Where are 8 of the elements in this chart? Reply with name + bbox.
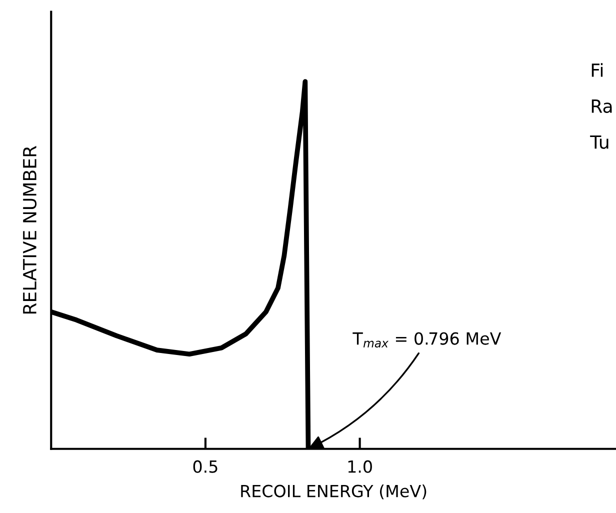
annotation: T$_{max}$ = 0.796 MeV <box>352 332 502 348</box>
y-axis-title: RELATIVE NUMBER <box>23 146 37 314</box>
text: Fi <box>592 63 603 77</box>
x-axis-title: RECOIL ENERGY (MeV) <box>241 484 426 500</box>
x-tick-label: 0.5 <box>193 460 218 473</box>
annotation: Ra <box>592 100 612 113</box>
x-tick-label: 1.0 <box>348 460 372 473</box>
annotation: Tu <box>590 135 608 149</box>
